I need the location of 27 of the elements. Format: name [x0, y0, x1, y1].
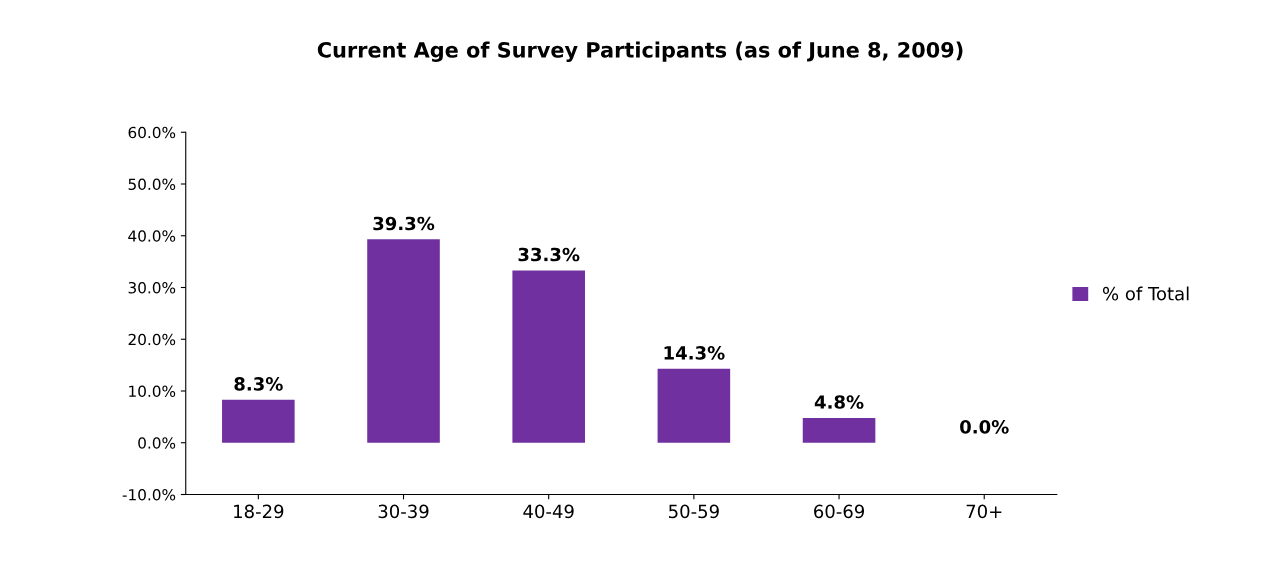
y-tick-label: 60.0%	[128, 126, 176, 139]
x-tick-label: 18-29	[234, 504, 284, 519]
y-tick-label: 40.0%	[128, 230, 176, 242]
data-label: 8.3%	[234, 377, 283, 391]
bar	[657, 368, 731, 443]
bar	[367, 239, 440, 443]
bar	[222, 399, 295, 443]
y-tick-label: 20.0%	[128, 333, 176, 346]
x-tick-label: 70+	[966, 504, 1002, 519]
x-tick-label: 60-69	[814, 504, 865, 519]
y-tick-label: -10.0%	[122, 488, 176, 501]
data-label: 4.8%	[814, 395, 864, 409]
bar	[512, 270, 585, 443]
x-tick-label: 30-39	[378, 504, 429, 519]
legend-label: % of Total	[1102, 286, 1189, 301]
data-label: 14.3%	[664, 346, 725, 360]
data-label: 0.0%	[960, 420, 1009, 434]
x-tick-label: 40-49	[523, 504, 574, 519]
y-tick-label: 10.0%	[129, 385, 176, 398]
y-tick-label: 50.0%	[128, 178, 176, 191]
x-tick-label: 50-59	[669, 504, 719, 519]
data-label: 33.3%	[518, 247, 580, 262]
y-tick-label: 30.0%	[128, 281, 176, 294]
y-tick-label: 0.0%	[138, 437, 176, 449]
bar	[802, 417, 876, 443]
chart-title: Current Age of Survey Participants (as of June 8, 2009)	[317, 41, 963, 62]
data-label: 39.3%	[373, 216, 435, 231]
